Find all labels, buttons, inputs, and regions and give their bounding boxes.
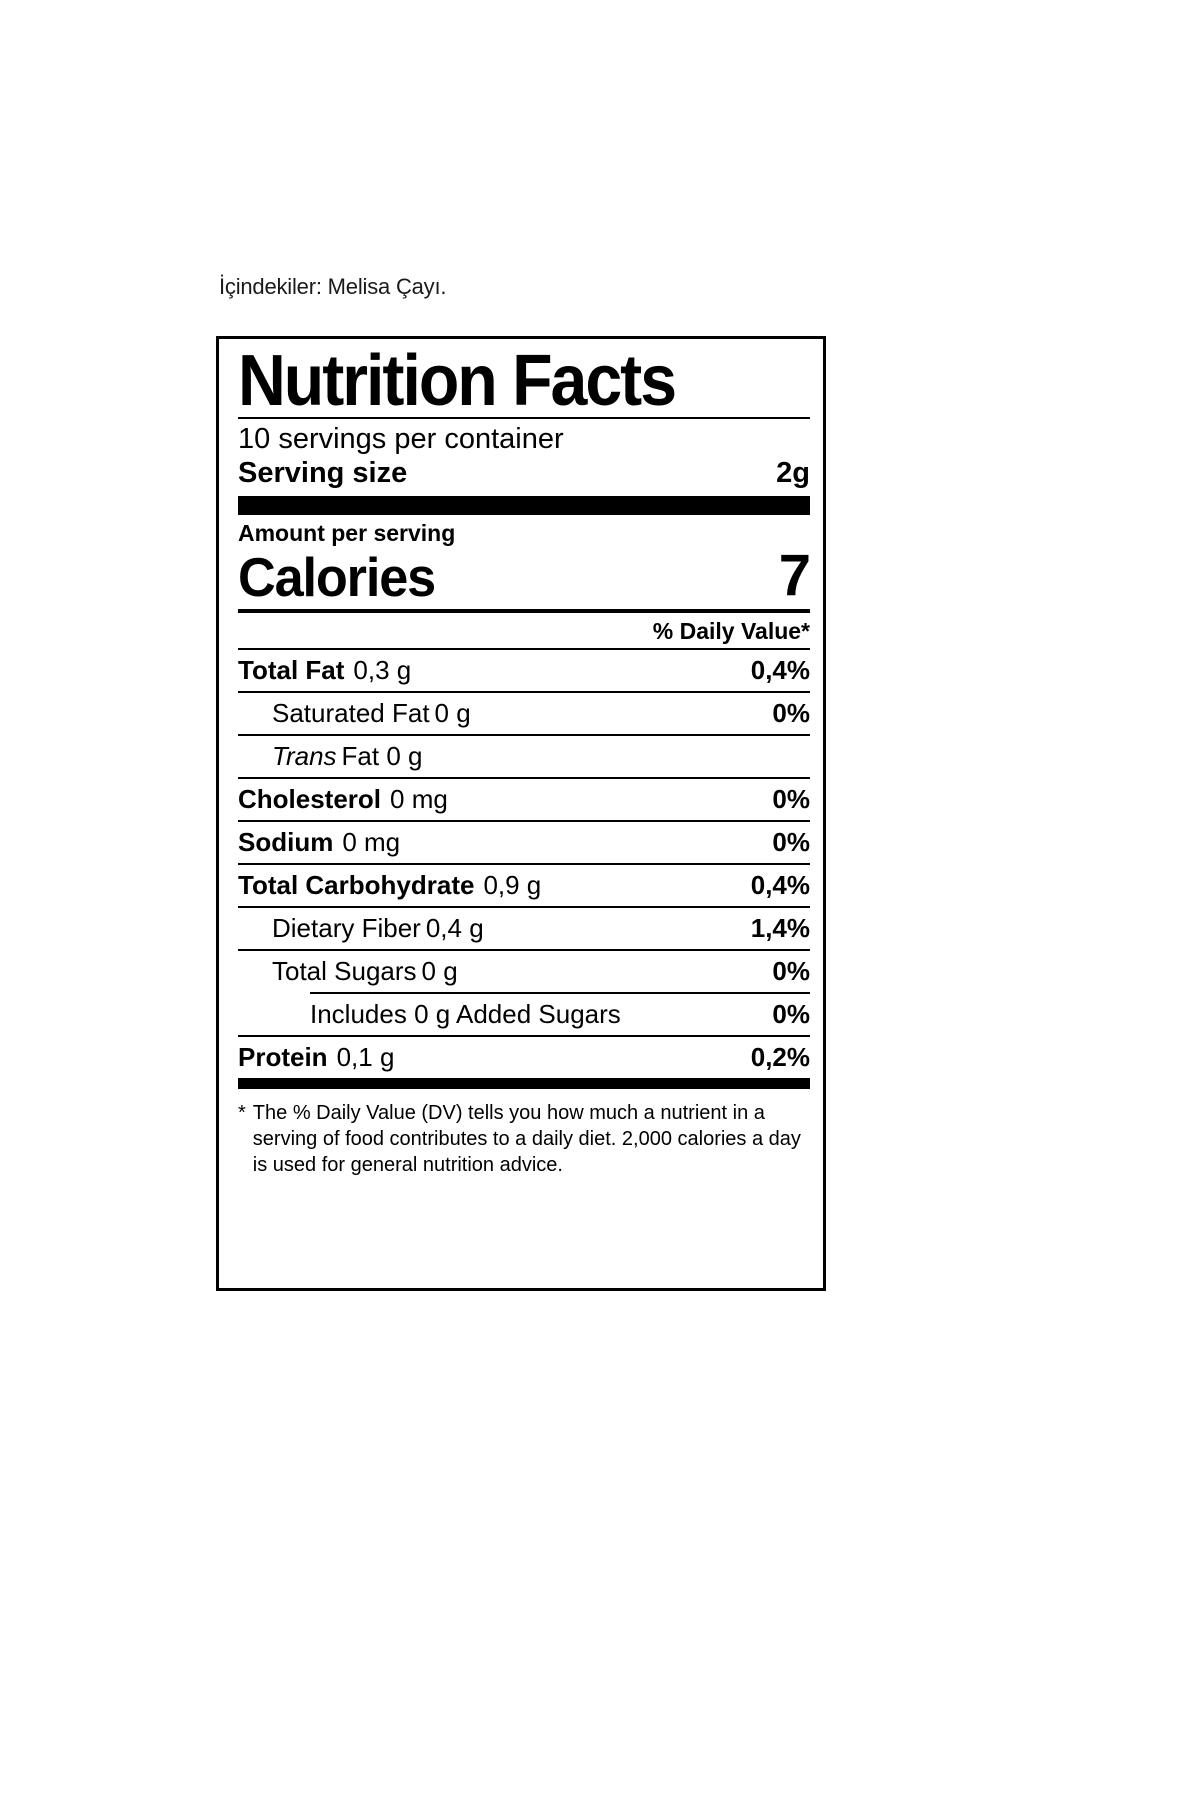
table-row: Dietary Fiber 0,4 g 1,4% [238, 908, 810, 949]
table-row: Protein 0,1 g 0,2% [238, 1037, 810, 1078]
nutrient-name: Includes 0 g Added Sugars [310, 998, 621, 1029]
table-row: Trans Fat 0 g [238, 736, 810, 777]
table-row: Sodium 0 mg 0% [238, 822, 810, 863]
serving-size-value: 2g [776, 456, 810, 489]
nutrient-amount: 0,4 g [425, 912, 484, 943]
nutrient-percent: 0,4% [750, 869, 810, 900]
nutrient-amount: 0 mg [390, 783, 448, 814]
nutrient-percent: 0% [772, 697, 810, 728]
nutrient-name: Saturated Fat [272, 697, 430, 728]
nutrient-amount: 0 g [434, 697, 471, 728]
row-divider [238, 905, 810, 908]
nutrient-name: Total Fat [238, 654, 345, 685]
row-divider [238, 862, 810, 865]
nutrient-name: Cholesterol [238, 783, 382, 814]
nutrient-name: Total Sugars [272, 955, 417, 986]
nutrient-percent: 0% [772, 955, 810, 986]
nutrient-name: Protein [238, 1041, 328, 1072]
row-divider [238, 1034, 810, 1037]
nutrient-percent: 0% [772, 783, 810, 814]
row-divider [238, 948, 810, 951]
row-divider [238, 819, 810, 822]
row-divider [238, 776, 810, 779]
table-row: Total Carbohydrate 0,9 g 0,4% [238, 865, 810, 906]
footnote-text: The % Daily Value (DV) tells you how muc… [252, 1101, 801, 1176]
amount-per-serving-label: Amount per serving [238, 519, 456, 546]
nutrient-amount: 0 g [421, 955, 458, 986]
nutrient-amount [621, 999, 626, 1029]
table-row: Includes 0 g Added Sugars 0% [238, 994, 810, 1035]
calories-value: 7 [778, 542, 811, 608]
ingredients-text: İçindekiler: Melisa Çayı. [219, 274, 447, 299]
nutrient-amount: 0 mg [342, 826, 401, 857]
nutrient-amount: Fat 0 g [341, 740, 423, 771]
nutrient-percent: 0% [772, 998, 810, 1029]
nutrient-percent: 0% [772, 826, 810, 857]
nutrient-amount: 0,9 g [483, 869, 542, 900]
nutrient-percent: 1,4% [750, 912, 810, 943]
nutrition-facts-title: Nutrition Facts [238, 341, 677, 421]
servings-per-container: 10 servings per container [238, 423, 564, 456]
thick-divider-top [238, 495, 810, 515]
calories-label: Calories [238, 545, 436, 608]
daily-value-footnote: * The % Daily Value (DV) tells you how m… [238, 1089, 810, 1178]
nutrient-name: Sodium [238, 826, 334, 857]
medium-divider-under-calories [238, 608, 810, 613]
divider-under-dv-header [238, 647, 810, 650]
row-divider [238, 733, 810, 736]
footnote-marker: * [238, 1101, 246, 1124]
serving-size-row: Serving size 2g [238, 456, 810, 496]
nutrient-name: Trans [272, 740, 337, 771]
calories-row: Calories 7 [238, 542, 811, 609]
table-row: Total Fat 0,3 g 0,4% [238, 650, 810, 691]
row-divider [238, 690, 810, 693]
divider-under-title [238, 417, 810, 420]
thick-divider-bottom [238, 1077, 810, 1089]
serving-size-label: Serving size [238, 456, 408, 489]
table-row: Saturated Fat 0 g 0% [238, 693, 810, 734]
table-row: Total Sugars 0 g 0% [238, 951, 810, 992]
daily-value-header: % Daily Value* [652, 617, 810, 644]
row-divider [310, 991, 810, 994]
nutrient-name: Total Carbohydrate [238, 869, 475, 900]
nutrient-percent: 0,2% [750, 1041, 810, 1072]
nutrient-amount: 0,1 g [336, 1041, 395, 1072]
nutrient-name: Dietary Fiber [272, 912, 421, 943]
table-row: Cholesterol 0 mg 0% [238, 779, 810, 820]
nutrient-amount: 0,3 g [353, 654, 412, 685]
nutrition-facts-panel: Nutrition Facts 10 servings per containe… [216, 336, 826, 1291]
nutrient-percent: 0,4% [750, 654, 810, 685]
